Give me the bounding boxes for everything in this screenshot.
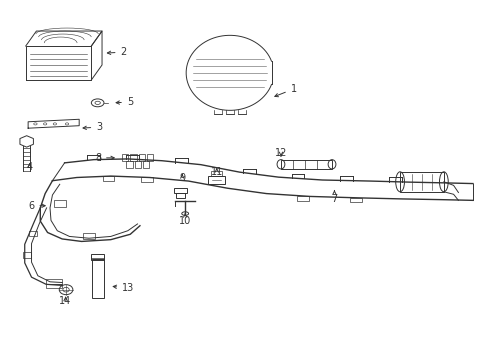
Text: 11: 11: [210, 167, 223, 177]
Text: 10: 10: [179, 213, 191, 226]
Text: 12: 12: [274, 148, 286, 158]
Bar: [141, 177, 153, 182]
Bar: [46, 279, 61, 284]
Text: 6: 6: [28, 201, 45, 211]
Text: 13: 13: [113, 283, 134, 293]
Text: 7: 7: [331, 191, 337, 203]
Text: 5: 5: [116, 97, 133, 107]
Bar: [91, 253, 104, 260]
Text: 14: 14: [60, 296, 72, 306]
Bar: [207, 176, 224, 184]
Bar: [399, 172, 443, 192]
Bar: [210, 171, 221, 176]
Text: 4: 4: [26, 162, 33, 172]
Text: 3: 3: [83, 122, 102, 132]
Bar: [142, 161, 149, 168]
Bar: [174, 188, 186, 193]
Text: 2: 2: [107, 47, 126, 57]
Bar: [134, 161, 141, 168]
Bar: [126, 161, 132, 168]
Bar: [23, 252, 30, 258]
Bar: [138, 154, 144, 161]
Bar: [122, 154, 128, 161]
Bar: [296, 196, 308, 201]
Bar: [29, 231, 37, 237]
Bar: [281, 159, 331, 169]
Bar: [46, 284, 61, 288]
Text: 9: 9: [179, 173, 185, 183]
Bar: [350, 198, 362, 202]
Bar: [92, 258, 104, 298]
Bar: [146, 154, 153, 161]
Text: 8: 8: [95, 153, 114, 163]
Text: 1: 1: [274, 84, 296, 97]
Bar: [102, 176, 114, 181]
Bar: [130, 154, 136, 161]
Bar: [54, 201, 65, 207]
Bar: [176, 193, 184, 198]
Bar: [83, 233, 95, 239]
